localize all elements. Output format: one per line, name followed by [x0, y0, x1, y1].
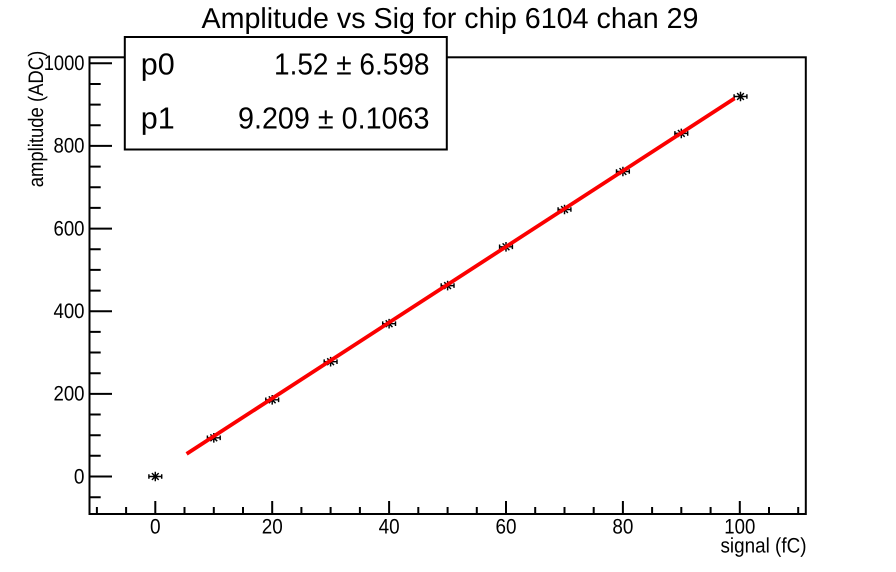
svg-text:800: 800 — [54, 135, 85, 158]
svg-text:200: 200 — [54, 383, 85, 406]
svg-text:1000: 1000 — [44, 52, 85, 75]
svg-text:signal (fC): signal (fC) — [721, 534, 807, 557]
svg-text:amplitude (ADC): amplitude (ADC) — [25, 51, 48, 188]
svg-text:100: 100 — [724, 516, 755, 539]
svg-text:9.209 ± 0.1063: 9.209 ± 0.1063 — [238, 102, 430, 136]
svg-text:80: 80 — [612, 516, 633, 539]
svg-text:p1: p1 — [141, 102, 175, 136]
svg-text:40: 40 — [379, 516, 400, 539]
svg-text:1.52 ± 6.598: 1.52 ± 6.598 — [274, 48, 430, 82]
svg-text:p0: p0 — [141, 48, 175, 82]
svg-text:600: 600 — [54, 217, 85, 240]
svg-text:60: 60 — [496, 516, 517, 539]
svg-text:0: 0 — [74, 465, 85, 488]
svg-text:20: 20 — [262, 516, 283, 539]
svg-text:Amplitude vs Sig for chip 6104: Amplitude vs Sig for chip 6104 chan 29 — [202, 3, 699, 35]
svg-text:400: 400 — [54, 300, 85, 323]
svg-text:0: 0 — [150, 516, 161, 539]
